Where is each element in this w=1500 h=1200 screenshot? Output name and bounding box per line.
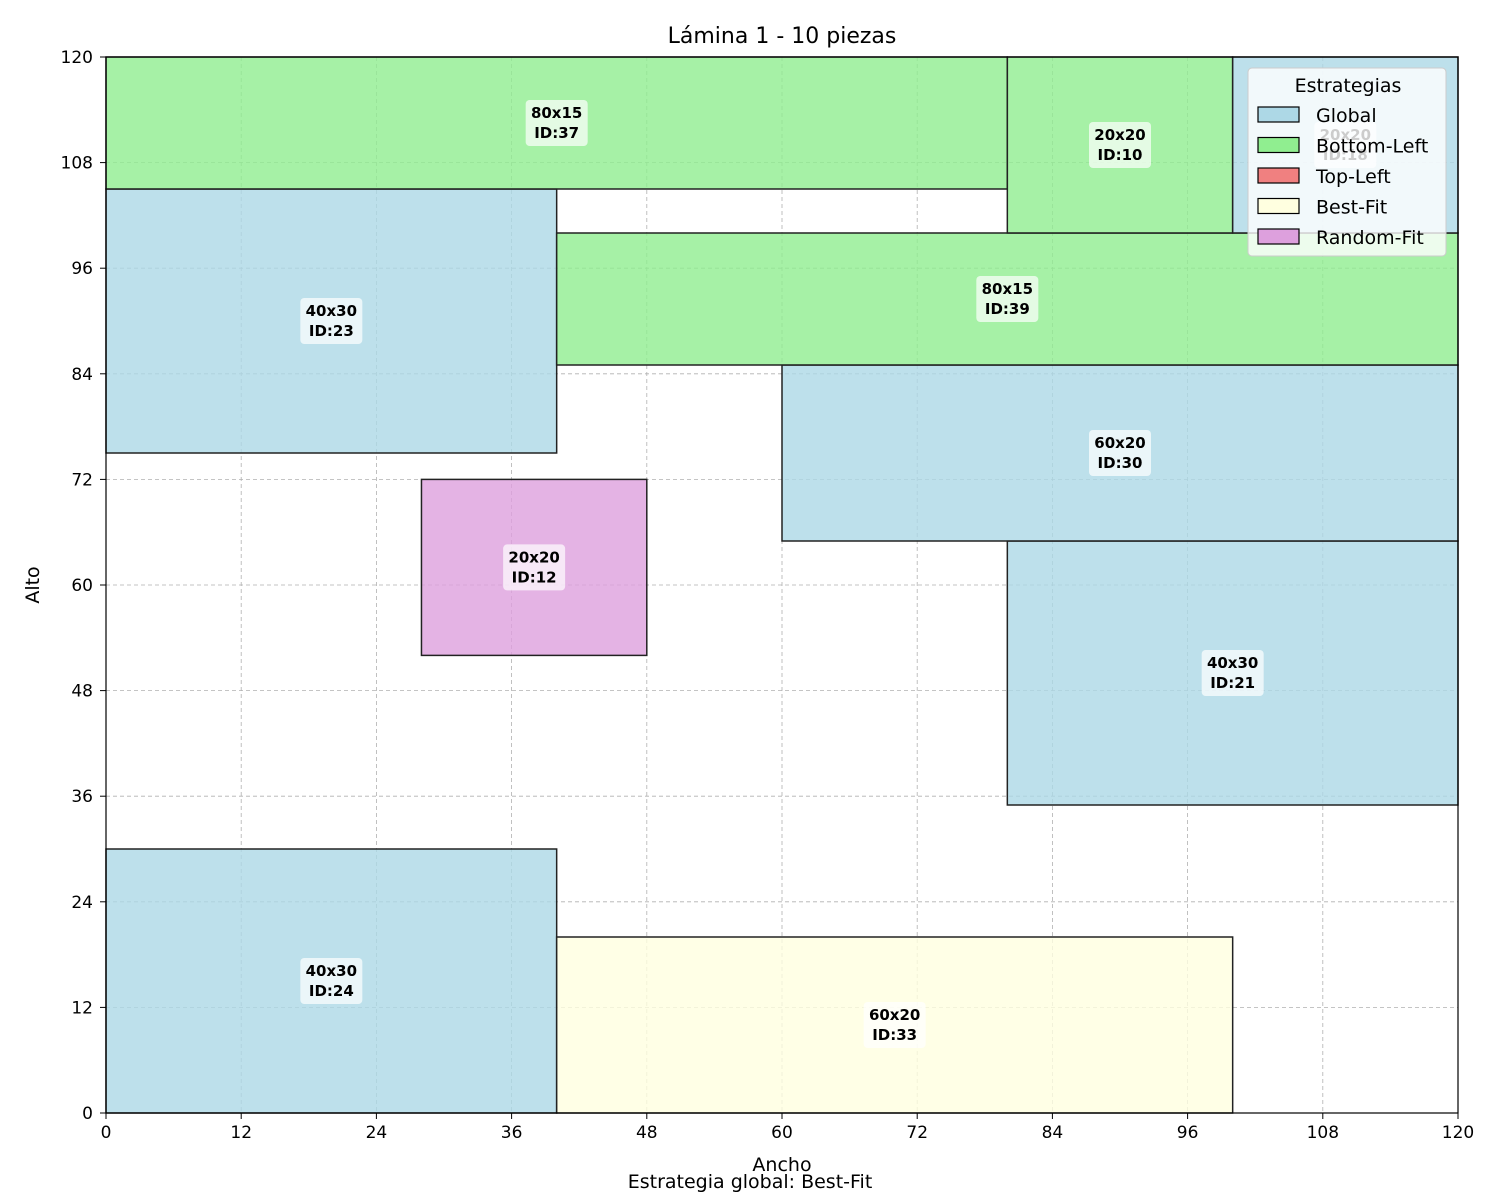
piece-label-text: 40x30	[1207, 654, 1258, 672]
y-tick-label: 24	[71, 893, 93, 913]
x-tick-label: 108	[1307, 1123, 1339, 1143]
piece-label-30: 60x20 ID:30	[1089, 430, 1151, 476]
y-tick-label: 108	[61, 154, 93, 174]
x-tick-label: 24	[366, 1123, 388, 1143]
piece-label-text: 20x20	[1094, 126, 1145, 144]
piece-label-24: 40x30 ID:24	[300, 958, 363, 1004]
x-tick-label: 120	[1442, 1123, 1474, 1143]
piece-label-text: 80x15	[531, 104, 582, 122]
piece-label-37: 80x15 ID:37	[525, 100, 588, 146]
legend-swatch	[1257, 197, 1300, 215]
piece-label-box	[300, 958, 363, 1004]
piece-label-box	[1089, 122, 1151, 168]
piece-label-text: ID:37	[534, 124, 579, 142]
x-tick-label: 36	[501, 1123, 523, 1143]
y-tick-label: 72	[71, 470, 93, 490]
piece-label-text: ID:21	[1210, 674, 1255, 692]
legend-entry-label: Best-Fit	[1316, 197, 1387, 219]
piece-label-39: 80x15 ID:39	[976, 276, 1039, 322]
y-tick-label: 96	[71, 259, 93, 279]
legend-swatch	[1257, 228, 1300, 245]
piece-label-23: 40x30 ID:23	[300, 298, 363, 344]
piece-label-box	[525, 100, 588, 146]
footer-strategy: Estrategia global: Best-Fit	[628, 1171, 873, 1193]
piece-label-text: 80x15	[982, 280, 1033, 298]
y-tick-label: 48	[71, 682, 93, 702]
x-tick-label: 12	[230, 1123, 252, 1143]
piece-label-text: ID:12	[512, 568, 557, 586]
piece-label-text: 40x30	[306, 962, 357, 980]
x-tick-label: 48	[636, 1123, 658, 1143]
piece-label-box	[503, 544, 566, 591]
x-tick-label: 60	[771, 1123, 793, 1143]
legend-swatch	[1257, 167, 1300, 184]
y-tick-label: 84	[71, 365, 93, 385]
legend-title: Estrategias	[1295, 75, 1402, 97]
x-tick-label: 96	[1177, 1123, 1199, 1143]
piece-label-text: ID:23	[309, 322, 354, 340]
piece-label-text: 20x20	[508, 548, 559, 566]
piece-label-21: 40x30 ID:21	[1201, 650, 1264, 696]
y-tick-label: 60	[71, 576, 93, 596]
piece-label-text: ID:33	[872, 1026, 917, 1044]
piece-label-text: ID:39	[985, 300, 1030, 318]
legend-swatch	[1257, 136, 1300, 154]
chart-title: Lámina 1 - 10 piezas	[668, 24, 897, 49]
piece-label-box	[300, 298, 363, 344]
x-tick-label: 72	[906, 1123, 928, 1143]
x-axis-label: Ancho	[752, 1154, 811, 1176]
axis-ticks: 0 12 24 36 48 60 72 84 96 108 120 0 12 24 36 48 60 72 84 96…	[61, 48, 1475, 1143]
piece-label-text: ID:10	[1098, 146, 1143, 164]
piece-label-12: 20x20 ID:12	[503, 544, 566, 591]
piece-label-10: 20x20 ID:10	[1089, 122, 1151, 168]
legend-entries: Global Bottom-Left Top-Left Best-Fit Random-…	[1257, 105, 1428, 249]
piece-label-box	[863, 1002, 926, 1048]
legend-entry-label: Top-Left	[1315, 166, 1391, 188]
x-tick-label: 0	[101, 1123, 112, 1143]
x-tick-label: 84	[1042, 1123, 1064, 1143]
y-tick-label: 36	[71, 787, 93, 807]
legend-entry-label: Bottom-Left	[1316, 136, 1428, 158]
legend: Estrategias Global Bottom-Left Top-Left Bes…	[1247, 67, 1447, 257]
piece-label-33: 60x20 ID:33	[863, 1002, 926, 1048]
piece-label-box	[1201, 650, 1264, 696]
legend-entry-label: Global	[1316, 105, 1377, 127]
y-tick-label: 0	[82, 1104, 93, 1124]
piece-label-text: ID:24	[309, 982, 354, 1000]
y-axis-label: Alto	[22, 566, 44, 603]
piece-label-text: ID:30	[1098, 454, 1143, 472]
y-tick-label: 12	[71, 998, 93, 1018]
piece-label-text: 60x20	[869, 1006, 920, 1024]
piece-label-box	[976, 276, 1039, 322]
piece-label-text: 40x30	[306, 302, 357, 320]
legend-entry-label: Random-Fit	[1316, 227, 1424, 249]
piece-label-box	[1089, 430, 1151, 476]
piece-label-text: 60x20	[1094, 434, 1145, 452]
legend-swatch	[1257, 106, 1300, 123]
y-tick-label: 120	[61, 48, 93, 68]
